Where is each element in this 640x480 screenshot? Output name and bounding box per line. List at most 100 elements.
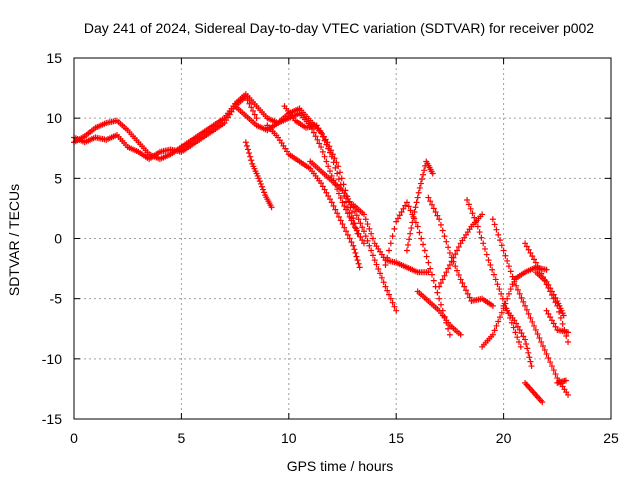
data-point — [335, 213, 342, 220]
data-point — [430, 205, 437, 212]
data-point — [380, 279, 387, 286]
data-point — [541, 277, 548, 284]
data-point — [414, 194, 421, 201]
data-point — [466, 294, 473, 301]
data-point — [366, 242, 373, 249]
data-point — [386, 247, 393, 254]
data-point — [528, 363, 535, 370]
data-point — [523, 243, 530, 250]
data-point — [335, 176, 342, 183]
data-point — [493, 226, 500, 233]
data-point — [391, 303, 398, 310]
data-points — [71, 91, 572, 406]
data-point — [350, 215, 357, 222]
data-point — [332, 206, 339, 213]
data-point — [471, 214, 478, 221]
data-point — [366, 225, 373, 232]
data-point — [344, 231, 351, 238]
data-point — [485, 257, 492, 264]
data-point — [490, 271, 497, 278]
data-point — [496, 286, 503, 293]
data-point — [565, 391, 572, 398]
data-point — [545, 284, 552, 291]
data-point — [511, 278, 518, 285]
x-axis-label: GPS time / hours — [287, 458, 394, 474]
data-point — [498, 309, 505, 316]
data-point — [557, 314, 564, 321]
data-point — [393, 307, 400, 314]
data-point — [534, 263, 541, 270]
data-point — [491, 327, 498, 334]
data-point — [247, 153, 254, 160]
data-point — [348, 209, 355, 216]
data-point — [337, 194, 344, 201]
data-point — [497, 237, 504, 244]
data-point — [463, 287, 470, 294]
data-point — [346, 213, 353, 220]
data-point — [439, 276, 446, 283]
data-point — [340, 181, 347, 188]
data-point — [543, 266, 550, 273]
data-point — [531, 256, 538, 263]
x-tick-label: 10 — [281, 430, 297, 446]
data-point — [498, 290, 505, 297]
data-point — [319, 183, 326, 190]
data-point — [429, 170, 436, 177]
data-point — [343, 228, 350, 235]
data-point — [559, 320, 566, 327]
data-point — [338, 175, 345, 182]
data-point — [382, 283, 389, 290]
series-track-18 — [522, 379, 546, 406]
data-point — [405, 241, 412, 248]
x-tick-label: 0 — [70, 430, 78, 446]
data-point — [244, 146, 251, 153]
data-point — [516, 290, 523, 297]
data-point — [487, 261, 494, 268]
data-point — [398, 209, 405, 216]
y-tick-label: 0 — [54, 231, 62, 247]
data-point — [417, 180, 424, 187]
data-point — [548, 317, 555, 324]
data-point — [409, 219, 416, 226]
data-point — [355, 260, 362, 267]
data-point — [326, 196, 333, 203]
series-track-1 — [71, 91, 367, 247]
data-point — [244, 97, 251, 104]
data-point — [504, 257, 511, 264]
data-point — [333, 159, 340, 166]
data-point — [491, 221, 498, 228]
data-point — [500, 247, 507, 254]
data-point — [359, 237, 366, 244]
data-point — [253, 115, 260, 122]
data-point — [328, 147, 335, 154]
x-tick-label: 5 — [178, 430, 186, 446]
data-point — [514, 334, 521, 341]
data-point — [436, 216, 443, 223]
data-point — [429, 271, 435, 278]
data-point — [387, 240, 394, 247]
data-point — [441, 233, 448, 240]
data-point — [545, 355, 552, 362]
series-track-10 — [403, 158, 436, 254]
data-point — [527, 314, 534, 321]
data-point — [326, 168, 333, 175]
data-point — [480, 240, 487, 247]
data-point — [393, 218, 400, 225]
y-tick-label: -10 — [42, 351, 62, 367]
data-point — [531, 322, 538, 329]
data-point — [454, 247, 461, 254]
data-point — [536, 334, 543, 341]
data-point — [522, 302, 529, 309]
data-point — [420, 241, 427, 248]
data-point — [352, 249, 359, 256]
data-point — [536, 266, 543, 273]
data-point — [437, 221, 444, 228]
data-point — [343, 206, 350, 213]
data-point — [552, 323, 559, 330]
data-point — [529, 253, 536, 260]
data-point — [455, 243, 462, 250]
data-point — [489, 216, 496, 223]
data-point — [248, 104, 255, 111]
data-point — [497, 314, 504, 321]
data-point — [328, 199, 335, 206]
